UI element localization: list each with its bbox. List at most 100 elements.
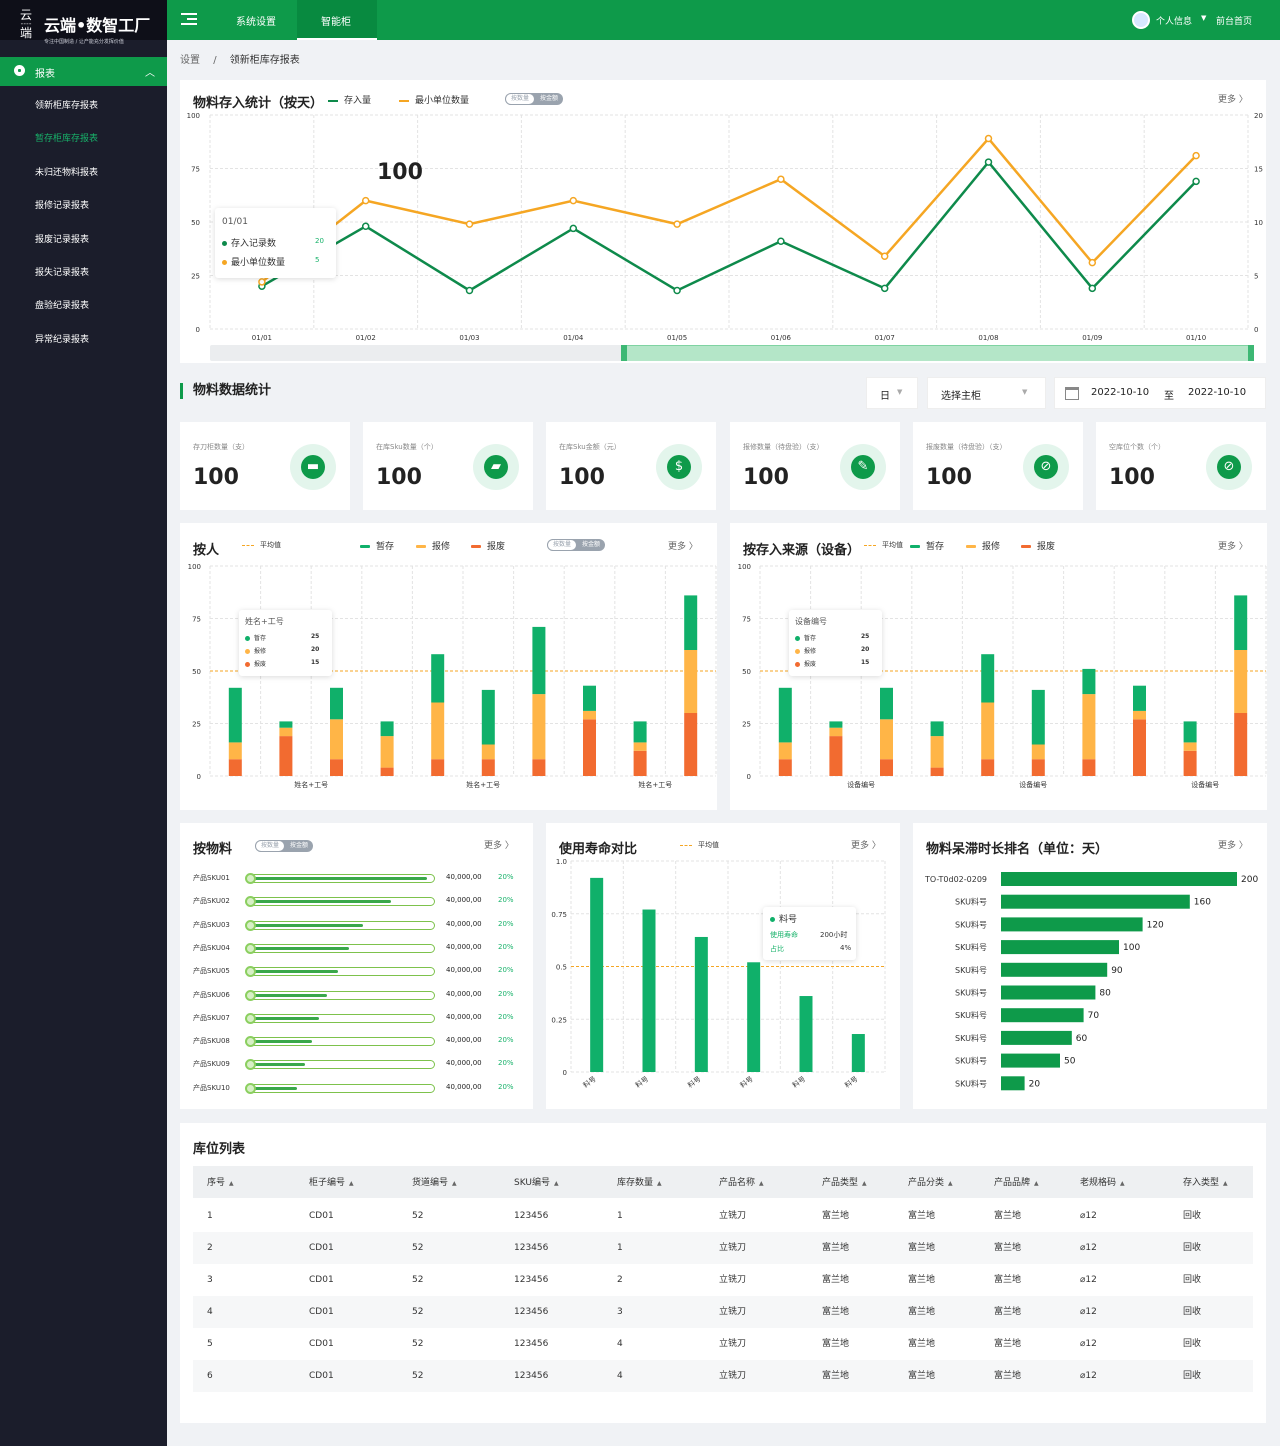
by-person-more-link[interactable]: 更多 〉 bbox=[668, 542, 698, 552]
material-row: 产品SKU05 40,000,00 20% bbox=[193, 965, 523, 978]
bar-segment-报修 bbox=[829, 727, 843, 737]
cabinet-select[interactable]: 选择主柜 ▼ bbox=[927, 377, 1046, 409]
by-material-toggle[interactable]: 按数量 按金额 bbox=[255, 840, 314, 852]
bar-segment-报废 bbox=[583, 719, 596, 776]
y-tick-label: 50 bbox=[742, 668, 751, 676]
sidebar-item-7[interactable]: 盘验纪录报表 bbox=[35, 301, 90, 311]
sort-icon[interactable]: ▲ bbox=[553, 1180, 559, 1187]
sidebar-item-6[interactable]: 报失记录报表 bbox=[35, 268, 90, 278]
menu-toggle-icon[interactable] bbox=[181, 13, 197, 26]
zoom-slider-track[interactable] bbox=[210, 345, 1254, 361]
period-select[interactable]: 日 ▼ bbox=[866, 377, 918, 409]
breadcrumb-current: 领新柜库存报表 bbox=[229, 55, 300, 66]
sort-icon[interactable]: ▲ bbox=[1223, 1180, 1228, 1187]
sidebar-item-4[interactable]: 报修记录报表 bbox=[35, 201, 90, 211]
y-tick-label: 75 bbox=[742, 616, 751, 624]
nav-smart-cabinet[interactable]: 智能柜 bbox=[297, 0, 377, 40]
personal-info-link[interactable]: 个人信息 bbox=[1156, 17, 1193, 27]
inflow-toggle[interactable]: 按数量 按金额 bbox=[505, 93, 564, 105]
sort-icon[interactable]: ▲ bbox=[349, 1180, 354, 1187]
column-header[interactable]: 老规格码 ▲ bbox=[1080, 1166, 1125, 1198]
by-material-more-link[interactable]: 更多 〉 bbox=[484, 841, 514, 851]
column-header[interactable]: 序号 ▲ bbox=[207, 1166, 234, 1198]
table-cell: 52 bbox=[412, 1211, 424, 1221]
bar-segment-报修 bbox=[583, 710, 596, 720]
life-compare-more-link[interactable]: 更多 〉 bbox=[851, 841, 881, 851]
bar-segment-暂存 bbox=[1234, 595, 1248, 650]
legend-inflow: 存入量 bbox=[328, 93, 371, 106]
zoom-handle-left[interactable] bbox=[621, 345, 627, 361]
column-header[interactable]: 产品品牌 ▲ bbox=[994, 1166, 1039, 1198]
stat-card-cutter: 存刀柜数量（支） 100 ▬ bbox=[180, 422, 350, 510]
column-header[interactable]: 产品类型 ▲ bbox=[822, 1166, 867, 1198]
bar-segment-报修 bbox=[330, 719, 343, 760]
avatar[interactable] bbox=[1132, 11, 1150, 29]
sidebar-item-3[interactable]: 未归还物料报表 bbox=[35, 168, 99, 178]
legend-min-unit: 最小单位数量 bbox=[399, 93, 469, 106]
date-from[interactable]: 2022-10-10 bbox=[1091, 387, 1150, 398]
breadcrumb-root[interactable]: 设置 bbox=[180, 55, 200, 66]
column-header[interactable]: 货道编号 ▲ bbox=[412, 1166, 457, 1198]
by-person-tooltip: 姓名+工号 暂存 25 报修 20 报废 15 bbox=[239, 610, 332, 676]
rank-label: SKU料号 bbox=[955, 1078, 987, 1088]
material-progress-knob bbox=[245, 1059, 256, 1071]
zoom-slider-range[interactable] bbox=[624, 345, 1253, 361]
by-person-card: 按人 平均值 暂存 报修 报废 按数量 按金额 更多 〉 100 75 50 25 0 姓名… bbox=[180, 523, 717, 810]
table-cell: 富兰地 bbox=[908, 1211, 936, 1221]
table-row[interactable]: 2 CD01 52 123456 1 立铣刀 富兰地 富兰地 富兰地 ⌀12 回收 bbox=[193, 1232, 1253, 1264]
y-tick-label: 100 bbox=[187, 112, 200, 120]
sort-icon[interactable]: ▲ bbox=[452, 1180, 457, 1187]
by-source-bar-chart: 100 75 50 25 0 设备编号 设备编号 设备编号 bbox=[738, 563, 1267, 789]
sort-icon[interactable]: ▲ bbox=[948, 1180, 953, 1187]
series-point bbox=[465, 286, 474, 295]
column-header[interactable]: 存入类型 ▲ bbox=[1183, 1166, 1228, 1198]
table-row[interactable]: 6 CD01 52 123456 4 立铣刀 富兰地 富兰地 富兰地 ⌀12 回收 bbox=[193, 1360, 1253, 1392]
column-header[interactable]: 产品分类 ▲ bbox=[908, 1166, 953, 1198]
table-row[interactable]: 4 CD01 52 123456 3 立铣刀 富兰地 富兰地 富兰地 ⌀12 回收 bbox=[193, 1296, 1253, 1328]
x-tick-label: 设备编号 bbox=[1019, 780, 1047, 789]
rank-value: 90 bbox=[1111, 966, 1123, 976]
date-range-picker[interactable]: 2022-10-10 至 2022-10-10 bbox=[1054, 377, 1266, 409]
sort-icon[interactable]: ▲ bbox=[229, 1180, 234, 1187]
bar bbox=[694, 936, 708, 1072]
sidebar-item-1[interactable]: 领新柜库存报表 bbox=[35, 101, 99, 111]
bar-segment-报废 bbox=[829, 736, 843, 776]
table-cell: 3 bbox=[207, 1275, 213, 1285]
sort-icon[interactable]: ▲ bbox=[657, 1180, 662, 1187]
table-cell: CD01 bbox=[309, 1275, 334, 1285]
material-progress-track bbox=[245, 1012, 435, 1024]
table-row[interactable]: 3 CD01 52 123456 2 立铣刀 富兰地 富兰地 富兰地 ⌀12 回收 bbox=[193, 1264, 1253, 1296]
table-row[interactable]: 5 CD01 52 123456 4 立铣刀 富兰地 富兰地 富兰地 ⌀12 回收 bbox=[193, 1328, 1253, 1360]
chevron-down-icon[interactable]: ▼ bbox=[1201, 14, 1207, 22]
column-header[interactable]: 柜子编号 ▲ bbox=[309, 1166, 354, 1198]
table-cell: ⌀12 bbox=[1080, 1307, 1097, 1317]
inflow-more-link[interactable]: 更多 〉 bbox=[1218, 95, 1248, 105]
by-source-more-link[interactable]: 更多 〉 bbox=[1218, 542, 1248, 552]
by-person-toggle[interactable]: 按数量 按金额 bbox=[547, 539, 606, 551]
zoom-handle-right[interactable] bbox=[1248, 345, 1254, 361]
legend-temp: 暂存 bbox=[360, 539, 394, 552]
bar-segment-暂存 bbox=[481, 689, 495, 745]
column-header[interactable]: 库存数量 ▲ bbox=[617, 1166, 662, 1198]
front-home-link[interactable]: 前台首页 bbox=[1216, 17, 1253, 27]
sidebar-item-2[interactable]: 暂存柜库存报表 bbox=[35, 134, 99, 144]
sort-icon[interactable]: ▲ bbox=[862, 1180, 867, 1187]
bar-segment-报修 bbox=[431, 702, 445, 760]
sidebar-item-8[interactable]: 异常纪录报表 bbox=[35, 335, 90, 345]
stagnant-rank-more-link[interactable]: 更多 〉 bbox=[1218, 841, 1248, 851]
sidebar-section-reports[interactable]: 报表 ︿ bbox=[0, 57, 167, 86]
date-to[interactable]: 2022-10-10 bbox=[1188, 387, 1247, 398]
column-header[interactable]: SKU编号 ▲ bbox=[514, 1166, 559, 1198]
y2-tick-label: 15 bbox=[1254, 166, 1263, 174]
stat-card-empty-slots: 空库位个数（个） 100 ⊘ bbox=[1096, 422, 1266, 510]
table-cell: 回收 bbox=[1183, 1243, 1202, 1253]
table-cell: 富兰地 bbox=[908, 1243, 936, 1253]
nav-system-settings[interactable]: 系统设置 bbox=[236, 17, 276, 28]
column-header[interactable]: 产品名称 ▲ bbox=[719, 1166, 764, 1198]
sort-icon[interactable]: ▲ bbox=[1034, 1180, 1039, 1187]
table-row[interactable]: 1 CD01 52 123456 1 立铣刀 富兰地 富兰地 富兰地 ⌀12 回收 bbox=[193, 1200, 1253, 1232]
column-header-label: 存入类型 bbox=[1183, 1178, 1220, 1188]
sort-icon[interactable]: ▲ bbox=[759, 1180, 764, 1187]
sidebar-item-5[interactable]: 报废记录报表 bbox=[35, 235, 90, 245]
sort-icon[interactable]: ▲ bbox=[1120, 1180, 1125, 1187]
